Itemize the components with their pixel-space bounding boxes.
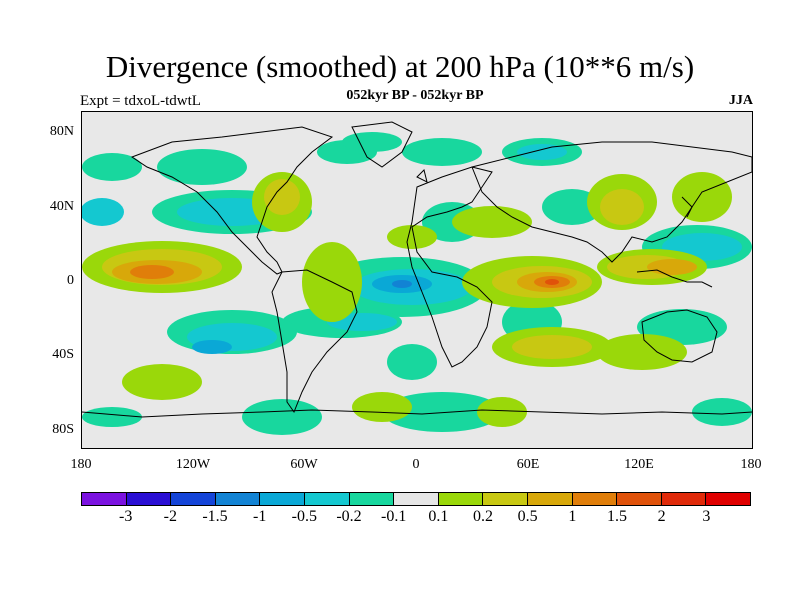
colorbar-swatch bbox=[483, 493, 528, 505]
colorbar-label: -1.5 bbox=[202, 508, 228, 525]
colorbar-label: -1 bbox=[252, 508, 267, 525]
colorbar-label: -0.5 bbox=[291, 508, 317, 525]
experiment-label: Expt = tdxoL-tdwtL bbox=[80, 93, 201, 109]
colorbar-label: 3 bbox=[702, 508, 711, 525]
lat-label-40s: 40S bbox=[52, 347, 74, 362]
plot-subtitle: 052kyr BP - 052kyr BP bbox=[346, 88, 484, 103]
positive-divergence-max bbox=[545, 279, 559, 285]
lon-label-180e: 180 bbox=[740, 457, 762, 472]
lon-label-60w: 60W bbox=[290, 457, 318, 472]
coastlines bbox=[82, 121, 752, 418]
lon-label-0: 0 bbox=[412, 457, 420, 472]
lon-label-120e: 120E bbox=[624, 457, 654, 472]
colorbar-label: 0.5 bbox=[517, 508, 538, 525]
lat-label-80n: 80N bbox=[49, 124, 74, 139]
colorbar-swatch bbox=[304, 493, 350, 505]
colorbar-swatch bbox=[572, 493, 618, 505]
colorbar-label: 0.2 bbox=[473, 508, 493, 525]
divergence-map bbox=[82, 112, 752, 448]
colorbar-label: 2 bbox=[657, 508, 666, 525]
colorbar-swatch bbox=[349, 493, 395, 505]
colorbar-label: -2 bbox=[163, 508, 177, 525]
lat-label-80s: 80S bbox=[52, 422, 74, 437]
colorbar-swatch bbox=[126, 493, 172, 505]
colorbar-swatch bbox=[661, 493, 707, 505]
lon-label-180w: 180 bbox=[70, 457, 92, 472]
colorbar-label: 1 bbox=[568, 508, 577, 525]
colorbar-label: -3 bbox=[118, 508, 133, 525]
colorbar-swatch bbox=[438, 493, 484, 505]
colorbar-swatch bbox=[215, 493, 261, 505]
colorbar-label: -0.2 bbox=[336, 508, 362, 525]
lat-label-40n: 40N bbox=[49, 199, 74, 214]
colorbar-swatch bbox=[82, 493, 127, 505]
map-field-svg bbox=[82, 112, 752, 448]
plot-title: Divergence (smoothed) at 200 hPa (10**6 … bbox=[105, 49, 695, 84]
colorbar-swatch bbox=[617, 493, 662, 505]
colorbar-label: 0.1 bbox=[428, 508, 449, 525]
colorbar-swatch bbox=[171, 493, 216, 505]
colorbar-label: -0.1 bbox=[380, 508, 407, 525]
colorbar-swatch bbox=[527, 493, 573, 505]
colorbar bbox=[81, 492, 751, 506]
lon-label-60e: 60E bbox=[516, 457, 540, 472]
season-label: JJA bbox=[728, 93, 753, 108]
colorbar-swatch bbox=[706, 493, 750, 505]
lon-label-120w: 120W bbox=[175, 457, 211, 472]
negative-divergence-peak bbox=[392, 280, 412, 288]
lat-label-0: 0 bbox=[67, 273, 74, 288]
colorbar-swatch bbox=[260, 493, 305, 505]
colorbar-label: 1.5 bbox=[607, 508, 627, 525]
colorbar-swatch bbox=[394, 493, 439, 505]
